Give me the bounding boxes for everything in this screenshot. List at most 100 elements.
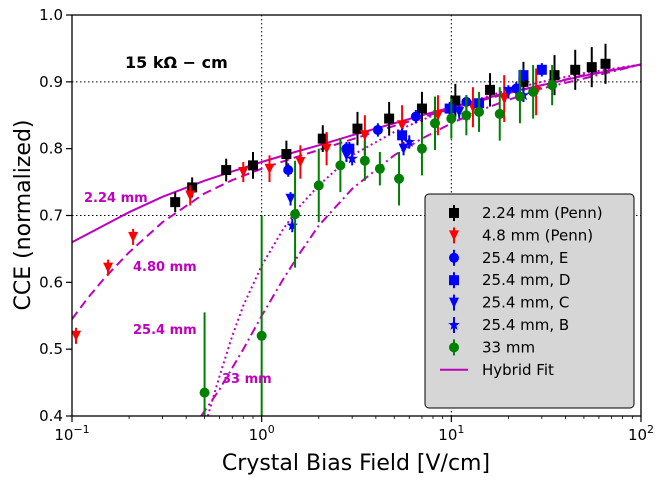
legend-label: 33 mm [482, 338, 535, 356]
data-point [499, 93, 510, 105]
y-tick-label: 0.7 [39, 207, 63, 225]
legend-entry: 25.4 mm, C [449, 294, 569, 312]
data-point [518, 70, 529, 81]
data-point [290, 209, 301, 220]
data-point [384, 113, 395, 124]
data-point [128, 231, 139, 243]
data-point [170, 197, 181, 208]
data-point [454, 106, 465, 118]
x-tick-label: 101 [438, 423, 464, 444]
data-point [256, 330, 267, 341]
x-tick-label: 100 [249, 423, 275, 444]
data-point [372, 124, 383, 135]
legend-marker [449, 275, 459, 286]
data-point [485, 84, 496, 95]
y-axis-label: CCE (normalized) [11, 119, 36, 310]
legend-label: 25.4 mm, E [482, 249, 568, 267]
data-point [264, 163, 275, 175]
data-point [547, 80, 558, 91]
legend-label: 25.4 mm, B [482, 316, 569, 334]
legend-entry: 25.4 mm, D [449, 271, 570, 289]
data-point [528, 86, 539, 97]
legend-entry: Hybrid Fit [440, 361, 554, 379]
series-group [199, 65, 558, 416]
data-point [410, 111, 421, 122]
legend-marker [449, 230, 459, 241]
data-point [586, 62, 597, 73]
legend-box [424, 193, 635, 409]
x-axis-label: Crystal Bias Field [V/cm] [222, 451, 490, 476]
legend-entry: 25.4 mm, E [449, 249, 568, 267]
data-point [247, 160, 258, 171]
fit-curve [72, 63, 641, 320]
data-point [397, 130, 408, 141]
y-tick-label: 0.8 [39, 140, 63, 158]
legend-entry: 25.4 mm, B [448, 316, 569, 334]
data-point [359, 130, 370, 141]
data-point [514, 91, 525, 102]
y-tick-label: 0.5 [39, 340, 63, 358]
legend-entry: 33 mm [449, 338, 535, 356]
legend-entry: 4.8 mm (Penn) [449, 226, 593, 244]
data-point [450, 95, 461, 106]
data-point [444, 103, 455, 114]
legend-entry: 2.24 mm (Penn) [449, 204, 603, 222]
data-point [503, 86, 514, 98]
legend-marker [449, 297, 459, 309]
data-point [397, 120, 408, 131]
data-point [416, 143, 427, 154]
data-point [570, 64, 581, 75]
data-point [72, 330, 82, 342]
data-point [359, 155, 370, 166]
data-points [72, 43, 611, 416]
data-point [295, 157, 306, 168]
legend-label: Hybrid Fit [482, 361, 554, 379]
data-point [199, 387, 210, 398]
data-point [286, 219, 298, 231]
data-point [429, 118, 440, 129]
fit-curve [200, 63, 641, 416]
data-point [346, 152, 358, 164]
data-point [321, 143, 332, 155]
data-point [313, 180, 324, 191]
x-tick-label: 102 [628, 423, 654, 444]
data-point [335, 160, 346, 171]
y-tick-label: 0.6 [39, 273, 63, 291]
data-point [403, 136, 415, 147]
data-point [187, 182, 198, 193]
annotation-fit-33: 33 mm [222, 372, 272, 387]
data-point [494, 108, 505, 119]
data-point [238, 167, 249, 178]
data-point [536, 64, 547, 75]
legend-label: 25.4 mm, C [482, 294, 569, 312]
data-point [281, 149, 292, 160]
data-point [221, 165, 232, 176]
y-tick-label: 0.4 [39, 407, 63, 425]
data-point [103, 262, 114, 274]
data-point [474, 106, 485, 117]
x-tick-label: 10−1 [54, 423, 89, 444]
y-tick-label: 0.9 [39, 73, 63, 91]
legend-marker [449, 208, 459, 218]
legend-marker [449, 252, 459, 263]
legend-marker [448, 319, 460, 330]
data-point [446, 113, 457, 124]
legend-marker [449, 342, 459, 353]
annotation-fit-25-4: 25.4 mm [133, 323, 197, 338]
data-point [374, 163, 385, 174]
data-point [461, 110, 472, 121]
legend: 2.24 mm (Penn) 4.8 mm (Penn) 25.4 mm, E 25.… [424, 193, 635, 409]
data-point [394, 173, 405, 184]
data-point [416, 103, 427, 114]
annotation-fit-2-24: 2.24 mm [84, 191, 148, 206]
axes: 0.4 0.5 0.6 0.7 0.8 0.9 1.0 10−1 100 101 102 [39, 6, 654, 444]
legend-label: 25.4 mm, D [482, 271, 570, 289]
y-tick-label: 1.0 [39, 6, 63, 24]
data-point [317, 133, 328, 144]
data-point [511, 83, 522, 94]
annotation-resistivity: 15 kΩ − cm [125, 53, 228, 72]
series-group [285, 85, 514, 206]
data-point [344, 143, 355, 154]
data-point [285, 193, 296, 205]
